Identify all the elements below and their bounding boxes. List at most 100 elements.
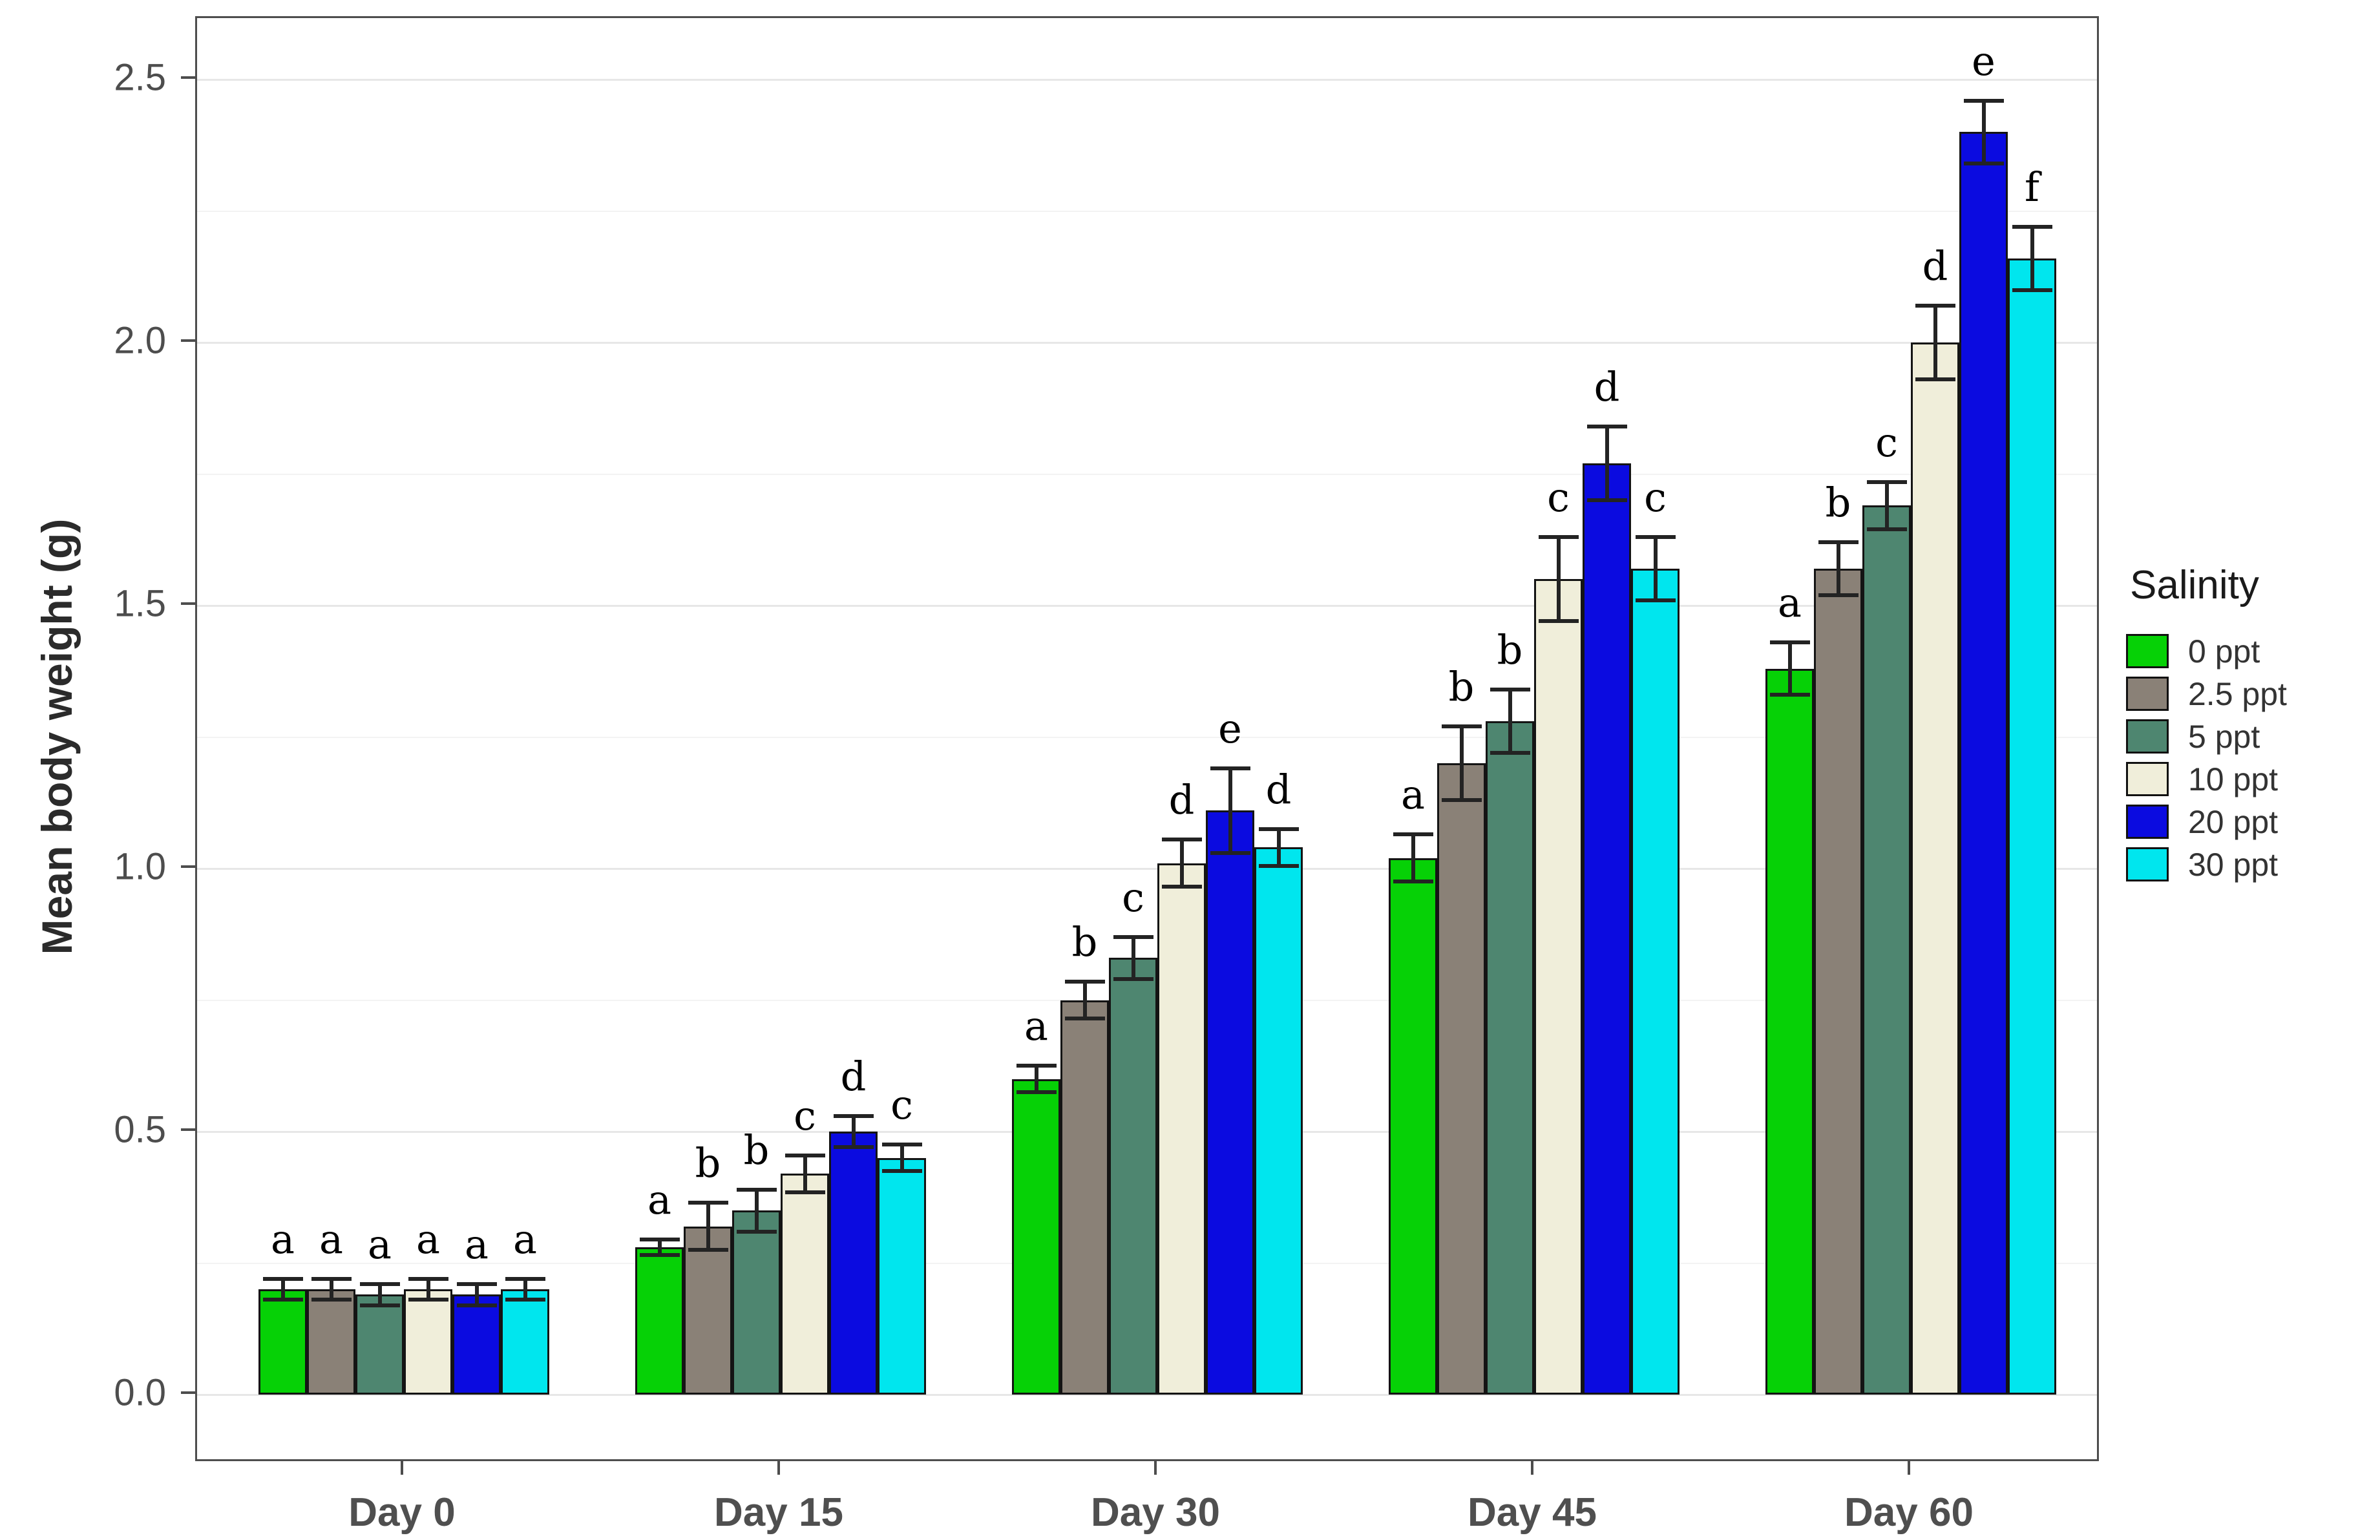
legend-label: 20 ppt [2188,803,2279,840]
bar [1911,343,1959,1395]
significance-letter: d [1922,242,1948,290]
error-bar-stem [1884,481,1889,529]
error-bar-stem [1411,834,1415,882]
legend-title: Salinity [2130,563,2259,607]
error-bar-stem [851,1115,856,1148]
error-bar-cap-bottom [639,1253,680,1258]
significance-letter: b [1071,918,1098,965]
significance-letter: a [271,1215,295,1263]
error-bar-cap-bottom [1586,498,1627,503]
significance-letter: a [1778,578,1802,626]
x-axis-tick [1908,1459,1910,1475]
error-bar-stem [706,1202,710,1250]
error-bar-cap-bottom [1866,527,1907,531]
significance-letter: a [1401,771,1425,819]
legend-label: 5 ppt [2188,718,2260,755]
error-bar-cap-top [2012,224,2052,229]
x-tick-label: Day 30 [1091,1490,1220,1535]
legend-item: 10 ppt [2126,761,2287,797]
significance-letter: a [465,1221,489,1269]
bar [307,1289,355,1395]
bar [501,1289,549,1395]
error-bar-stem [1653,537,1658,600]
significance-letter: c [794,1092,816,1139]
error-bar-stem [1179,839,1184,887]
legend-swatch [2126,677,2169,711]
legend-item: 20 ppt [2126,803,2287,840]
error-bar-cap-bottom [1769,693,1810,697]
error-bar-cap-top [1064,980,1105,984]
error-bar-cap-bottom [1818,593,1859,597]
error-bar-stem [1605,427,1609,501]
error-bar-cap-bottom [1393,880,1433,884]
error-bar-stem [377,1284,382,1305]
bar [1437,763,1486,1395]
error-bar-stem [1131,936,1135,979]
bar [1206,810,1254,1395]
bar [1765,668,1814,1395]
legend-label: 30 ppt [2188,846,2279,883]
bar [452,1294,501,1395]
error-bar-cap-bottom [408,1298,448,1302]
significance-letter: c [890,1081,913,1129]
bar [1862,505,1911,1395]
error-bar-cap-top [1818,540,1859,545]
error-bar-stem [1981,100,1986,164]
major-gridline [197,868,2097,870]
error-bar-cap-top [1915,304,1955,308]
error-bar-cap-bottom [1490,750,1530,755]
error-bar-stem [1508,690,1512,753]
error-bar-cap-bottom [359,1303,400,1307]
legend-item: 5 ppt [2126,718,2287,755]
significance-letter: d [840,1052,867,1100]
error-bar-cap-top [736,1187,777,1192]
significance-letter: a [416,1215,440,1263]
legend: Salinity 0 ppt 2.5 ppt 5 ppt 10 ppt 20 ppt 30… [2126,562,2287,890]
y-tick-label: 2.5 [114,56,166,99]
error-bar-cap-bottom [311,1298,352,1302]
legend-item: 2.5 ppt [2126,675,2287,712]
error-bar-cap-top [833,1113,874,1118]
significance-letter: d [1594,363,1620,411]
error-bar-cap-bottom [736,1229,777,1234]
legend-label: 2.5 ppt [2188,675,2287,712]
error-bar-cap-bottom [881,1169,922,1174]
error-bar-cap-top [785,1153,825,1157]
error-bar-cap-bottom [1210,850,1250,855]
significance-letter: e [1972,37,1996,85]
bar [258,1289,307,1395]
error-bar-cap-top [1393,832,1433,837]
error-bar-stem [329,1278,333,1300]
error-bar-cap-top [359,1282,400,1287]
error-bar-stem [900,1144,904,1172]
error-bar-cap-top [639,1237,680,1241]
error-bar-cap-top [1441,724,1482,729]
error-bar-cap-top [1963,98,2004,103]
error-bar-cap-top [1635,535,1676,540]
legend-swatch [2126,805,2169,839]
significance-letter: c [1875,418,1898,466]
y-tick-label: 0.0 [114,1371,166,1414]
bar [1534,579,1583,1395]
x-axis-tick [401,1459,403,1475]
bar [1583,463,1631,1395]
error-bar-stem [1787,642,1792,695]
legend-swatch [2126,762,2169,796]
x-tick-label: Day 60 [1844,1490,1974,1535]
error-bar-cap-top [1113,934,1153,939]
bar [732,1210,781,1395]
bar [1389,858,1437,1395]
bar [878,1157,926,1395]
significance-letter: c [1122,873,1144,921]
x-axis-tick [1531,1459,1533,1475]
significance-letter: c [1644,474,1667,522]
significance-letter: b [1448,663,1475,711]
y-axis-tick [181,339,195,342]
error-bar-stem [1082,982,1087,1018]
major-gridline [197,605,2097,607]
error-bar-cap-top [1769,640,1810,644]
error-bar-cap-bottom [1161,885,1202,889]
bar [1109,958,1157,1395]
significance-letter: a [368,1221,392,1269]
error-bar-cap-top [456,1282,497,1287]
